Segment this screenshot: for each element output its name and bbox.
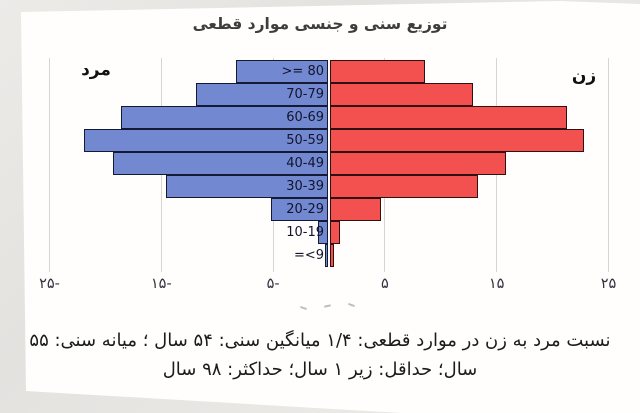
age-group-label-30-39: 30-39 [286,179,324,194]
age-group-label-10-19: 10-19 [286,225,324,240]
x-tick-label-5: ۵ [380,276,389,292]
male-bar-30-39 [165,175,328,198]
age-group-label-60-69: 60-69 [286,110,324,125]
male-bar->= 80 [236,60,328,83]
female-bar-10-19 [330,221,341,244]
age-group-label-40-49: 40-49 [286,156,324,171]
male-bar-=<9 [324,244,328,267]
male-bar-20-29 [270,198,328,221]
x-tick-label--25: ۲۵- [39,276,60,292]
male-bar-70-79 [196,83,328,106]
cropped-text-artifact [298,302,360,312]
female-bar-20-29 [330,198,382,221]
age-group-label->= 80: >= 80 [281,64,324,79]
stats-caption: نسبت مرد به زن در موارد قطعی: ۱/۴ میانگی… [8,326,632,384]
chart-title: توزیع سنی و جنسی موارد قطعی [192,15,448,33]
female-bar-40-49 [330,152,506,175]
female-bar-70-79 [330,83,474,106]
gridline--25 [49,58,50,272]
gridline-25 [608,58,609,272]
female-bar-30-39 [330,175,478,198]
male-bar-50-59 [84,129,328,152]
age-group-label-70-79: 70-79 [286,87,324,102]
stats-caption-line2: سال؛ حداقل: زیر ۱ سال؛ حداکثر: ۹۸ سال [162,359,478,380]
age-group-label-=<9: =<9 [293,248,324,263]
male-bar-60-69 [121,106,328,129]
female-side-label: زن [571,66,597,86]
age-group-label-20-29: 20-29 [286,202,324,217]
female-bar-50-59 [330,129,584,152]
male-bar-40-49 [113,152,328,175]
x-tick-label--15: ۱۵- [150,276,172,292]
x-tick-label-25: ۲۵ [600,276,617,292]
stats-caption-line1: نسبت مرد به زن در موارد قطعی: ۱/۴ میانگی… [29,330,611,351]
male-side-label: مرد [81,60,111,80]
age-group-label-50-59: 50-59 [286,133,324,148]
female-bar-60-69 [330,106,568,129]
x-tick-label--5: ۵- [266,276,280,292]
female-bar-=<9 [330,244,335,267]
female-bar->= 80 [330,60,426,83]
male-bar-10-19 [317,221,328,244]
x-tick-label-15: ۱۵ [488,276,505,292]
